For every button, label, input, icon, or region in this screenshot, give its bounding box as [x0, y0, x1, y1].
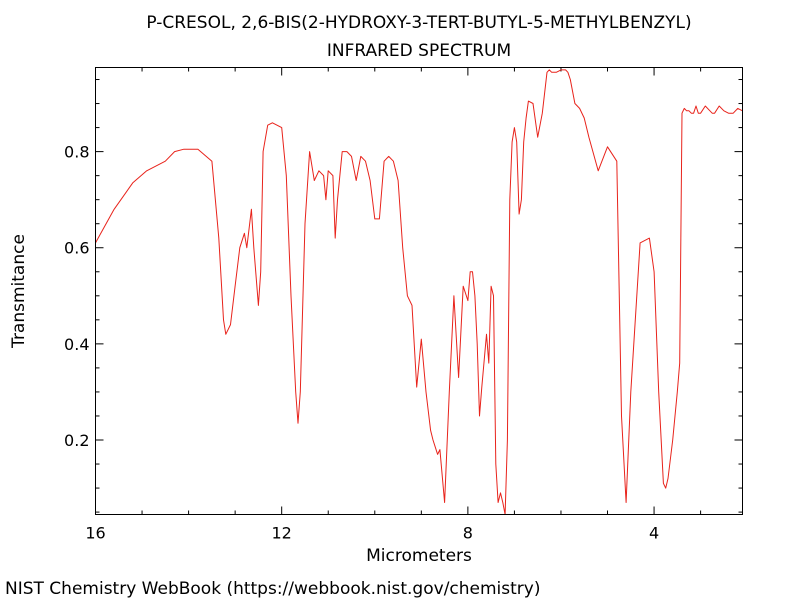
tick-labels: 16 12 8 4 0.2 0.4 0.6 0.8	[64, 143, 659, 543]
y-tick-label: 0.6	[64, 239, 89, 258]
chart-subtitle: INFRARED SPECTRUM	[327, 41, 511, 61]
y-tick-label: 0.2	[64, 431, 89, 450]
x-tick-label: 16	[85, 524, 105, 543]
x-tick-label: 8	[463, 524, 473, 543]
x-tick-label: 12	[272, 524, 292, 543]
chart-title: P-CRESOL, 2,6-BIS(2-HYDROXY-3-TERT-BUTYL…	[146, 13, 691, 33]
x-tick-label: 4	[649, 524, 659, 543]
y-tick-label: 0.4	[64, 335, 89, 354]
x-axis-label: Micrometers	[366, 546, 472, 566]
footer-credit: NIST Chemistry WebBook (https://webbook.…	[5, 579, 540, 599]
minor-ticks	[95, 67, 743, 515]
y-axis-label: Transmitance	[9, 234, 29, 349]
major-ticks	[95, 67, 743, 515]
plot-frame	[95, 67, 743, 515]
y-tick-label: 0.8	[64, 143, 89, 162]
spectrum-line	[95, 69, 743, 515]
